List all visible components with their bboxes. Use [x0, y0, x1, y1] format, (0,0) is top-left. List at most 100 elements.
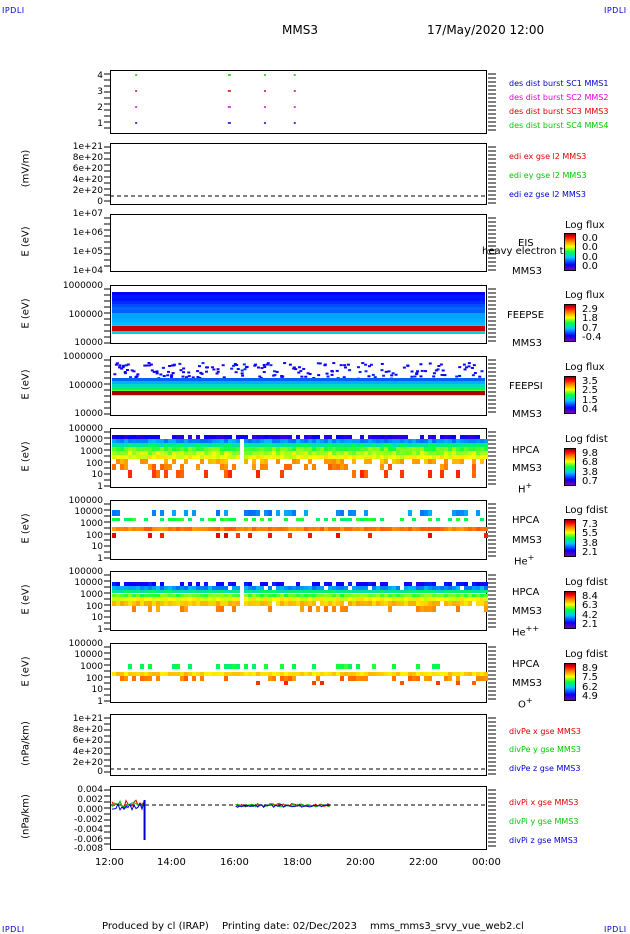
ytick: 1e+21: [72, 142, 103, 152]
hpca-cell: [248, 439, 252, 443]
hpca-cell: [176, 447, 180, 451]
hpca-cell: [160, 533, 164, 538]
feepsi-speckle: [260, 367, 264, 370]
hpca-cell: [392, 597, 396, 601]
hpca-cell: [224, 533, 228, 538]
hpca-cell: [480, 590, 484, 593]
hpca-cell: [480, 597, 484, 601]
hpca-cell: [244, 518, 248, 521]
hpca-cell: [304, 601, 308, 606]
hpca-cell: [124, 597, 128, 601]
hpca-cell: [380, 451, 384, 455]
hpca-cell: [308, 533, 312, 538]
hpca-cell: [188, 439, 192, 443]
ytick: 1e+05: [72, 247, 103, 257]
hpca-cell: [276, 601, 280, 606]
hpca-cell: [120, 590, 124, 593]
hpca-cell: [180, 447, 184, 451]
hpca-cell: [244, 601, 248, 606]
hpca-cell: [340, 590, 344, 593]
hpca-cell: [360, 594, 364, 597]
hpca-cell: [424, 459, 428, 464]
hpca-cell: [196, 439, 200, 443]
feepsi-speckle: [136, 373, 140, 376]
hpca-cell: [216, 582, 220, 586]
hpca-cell: [224, 527, 228, 531]
ytick: 0.002: [77, 795, 103, 805]
hpca-cell: [484, 447, 488, 451]
hpca-cell: [368, 451, 372, 455]
hpca-cell: [372, 582, 376, 586]
hpca-cell: [260, 597, 264, 601]
hpca-cell: [380, 597, 384, 601]
hpca-cell: [424, 676, 428, 681]
hpca-cell: [428, 597, 432, 601]
hpca-cell: [468, 527, 472, 531]
hpca-cell: [316, 447, 320, 451]
feepsi-speckle: [191, 376, 195, 379]
hpca-cell: [368, 527, 372, 531]
hpca-cell: [372, 518, 376, 521]
hpca-cell: [252, 455, 256, 459]
colorbar-title-eis: Log flux: [565, 220, 605, 231]
hpca-cell: [372, 664, 376, 669]
hpca-cell: [292, 594, 296, 597]
hpca-cell: [404, 582, 408, 586]
ytick: 100: [85, 602, 103, 612]
hpca-cell: [428, 527, 432, 531]
hpca-cell: [316, 594, 320, 597]
hpca-cell: [396, 459, 400, 464]
hpca-cell: [480, 594, 484, 597]
hpca-cell: [160, 443, 164, 447]
hpca-cell: [388, 594, 392, 597]
hpca-cell: [232, 586, 236, 590]
hpca-cell: [148, 582, 152, 586]
hpca-cell: [140, 582, 144, 586]
feepsi-speckle: [126, 363, 130, 366]
hpca-cell: [388, 435, 392, 439]
feepsi-speckle: [123, 372, 127, 375]
hpca-cell: [136, 590, 140, 593]
hpca-cell: [260, 451, 264, 455]
hpca-cell: [220, 447, 224, 451]
hpca-cell: [356, 451, 360, 455]
hpca-cell: [112, 435, 116, 439]
feepsi-speckle: [443, 374, 447, 377]
hpca-cell: [172, 447, 176, 451]
hpca-cell: [368, 439, 372, 443]
hpca-cell: [208, 672, 212, 676]
ytick: 2e+20: [72, 186, 103, 196]
hpca-cell: [296, 459, 300, 464]
hpca-cell: [128, 594, 132, 597]
xtick: 18:00: [283, 857, 312, 868]
hpca-cell: [336, 582, 340, 586]
legend-divpe-x: divPe x gse MMS3: [509, 727, 581, 736]
ytick: 100000: [68, 639, 103, 649]
hpca-cell: [228, 594, 232, 597]
hpca-cell: [400, 681, 404, 685]
hpca-cell: [180, 435, 184, 439]
feepsi-speckle: [216, 368, 220, 371]
hpca-cell: [392, 447, 396, 451]
hpca-cell: [180, 451, 184, 455]
hpca-cell: [444, 439, 448, 443]
hpca-cell: [256, 594, 260, 597]
hpca-cell: [140, 586, 144, 590]
hpca-cell: [456, 681, 460, 685]
feepsi-speckle: [275, 370, 279, 373]
hpca-cell: [132, 435, 136, 439]
hpca-cell: [352, 447, 356, 451]
colorbar-value: 8.9: [582, 663, 598, 674]
hpca-cell: [220, 518, 224, 521]
hpca-cell: [240, 672, 244, 676]
feepsi-speckle: [258, 375, 262, 378]
hpca-cell: [412, 455, 416, 459]
hpca-cell: [348, 597, 352, 601]
hpca-cell: [448, 582, 452, 586]
feepsi-speckle: [472, 364, 476, 367]
hpca-cell: [284, 527, 288, 531]
hpca-cell: [180, 590, 184, 593]
hpca-cell: [480, 676, 484, 681]
hpca-cell: [372, 443, 376, 447]
hpca-cell: [420, 672, 424, 676]
